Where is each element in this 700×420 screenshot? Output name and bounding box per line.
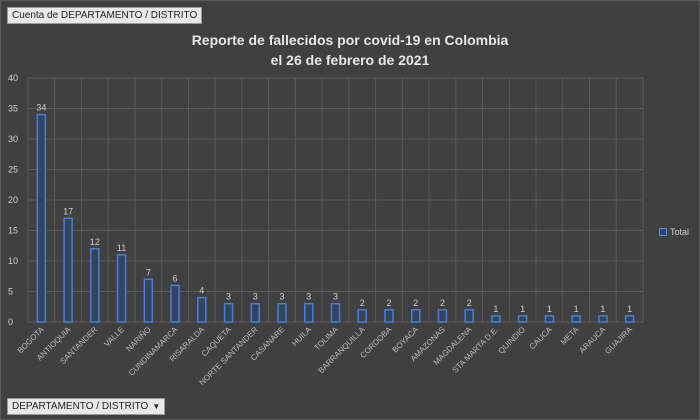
dropdown-arrow-icon: ▼ (152, 402, 161, 411)
x-tick-label: CAUCA (528, 325, 555, 352)
data-label: 3 (280, 292, 285, 302)
bar[interactable] (304, 302, 314, 323)
bar[interactable] (544, 315, 555, 323)
y-tick-label: 0 (8, 317, 13, 327)
data-label: 1 (493, 304, 498, 314)
x-tick-label: QUINDIO (497, 325, 528, 356)
x-tick-label: HUILA (290, 325, 313, 348)
data-label: 34 (36, 103, 46, 113)
y-tick-label: 40 (8, 73, 18, 83)
bar[interactable] (357, 309, 367, 323)
data-label: 3 (306, 292, 311, 302)
data-label: 3 (253, 292, 258, 302)
data-label: 11 (117, 243, 126, 253)
bar-series[interactable] (36, 113, 635, 323)
data-label: 2 (467, 298, 472, 308)
x-tick-label: STA MARTA D.E. (451, 325, 501, 375)
x-tick-label: BARRANQUILLA (317, 325, 368, 376)
bar[interactable] (250, 302, 261, 323)
legend[interactable]: Total (659, 227, 689, 237)
y-tick-label: 20 (8, 195, 18, 205)
data-label: 2 (413, 298, 418, 308)
bar[interactable] (624, 315, 635, 323)
bar[interactable] (63, 217, 73, 323)
bar[interactable] (410, 309, 421, 323)
bar[interactable] (90, 248, 100, 323)
bar[interactable] (571, 315, 581, 323)
value-field-button[interactable]: Cuenta de DEPARTAMENTO / DISTRITO (7, 7, 203, 24)
y-tick-label: 30 (8, 134, 18, 144)
data-label: 3 (226, 292, 231, 302)
axis-field-label: DEPARTAMENTO / DISTRITO (12, 401, 149, 412)
bar[interactable] (437, 309, 448, 323)
x-tick-label: VALLE (102, 325, 126, 349)
y-tick-label: 25 (8, 165, 18, 175)
bar[interactable] (464, 309, 474, 323)
bar[interactable] (517, 315, 528, 323)
data-label: 1 (574, 304, 579, 314)
data-label: 3 (333, 292, 338, 302)
bar[interactable] (197, 296, 207, 323)
x-tick-label: META (559, 325, 581, 347)
bar[interactable] (598, 315, 608, 323)
chart-title-line-1: Reporte de fallecidos por covid-19 en Co… (191, 32, 509, 48)
gridlines (27, 77, 644, 323)
data-label: 1 (520, 304, 525, 314)
y-tick-label: 15 (8, 226, 18, 236)
data-label: 6 (173, 273, 178, 283)
legend-label: Total (670, 227, 690, 237)
y-tick-label: 10 (8, 256, 18, 266)
axis-field-dropdown[interactable]: DEPARTAMENTO / DISTRITO ▼ (7, 398, 166, 415)
bar[interactable] (491, 315, 501, 323)
x-tick-label: CUNDINAMARCA (127, 325, 180, 378)
bar[interactable] (330, 302, 341, 323)
bar[interactable] (143, 278, 154, 323)
bar[interactable] (384, 309, 394, 323)
data-label: 7 (146, 267, 151, 277)
data-label: 2 (440, 298, 445, 308)
legend-swatch-icon (659, 228, 667, 236)
y-tick-label: 35 (8, 104, 18, 114)
x-tick-label: GUAJIRA (603, 325, 634, 356)
y-axis: 0 5 10 15 20 25 30 35 40 (8, 73, 18, 327)
data-label: 4 (199, 286, 204, 296)
data-label: 2 (360, 298, 365, 308)
chart-title-line-2: el 26 de febrero de 2021 (270, 52, 430, 68)
data-label: 17 (63, 206, 73, 216)
data-label: 2 (386, 298, 391, 308)
data-label: 1 (627, 304, 632, 314)
bar[interactable] (170, 284, 180, 323)
bar[interactable] (116, 254, 127, 323)
y-tick-label: 5 (8, 287, 13, 297)
data-label: 1 (547, 304, 552, 314)
chart-title: Reporte de fallecidos por covid-19 en Co… (150, 30, 550, 70)
bar[interactable] (277, 302, 287, 323)
data-label: 12 (90, 237, 100, 247)
bar[interactable] (36, 113, 47, 323)
bar[interactable] (223, 302, 234, 323)
data-label: 1 (600, 304, 605, 314)
